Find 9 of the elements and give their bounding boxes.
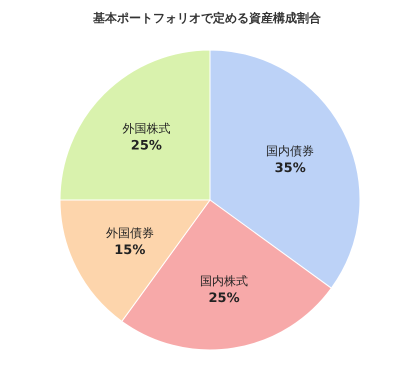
data-label: 15% <box>114 242 146 258</box>
data-label: 35% <box>274 161 306 176</box>
data-label: 25% <box>208 290 240 306</box>
slice-label: 国内株式 <box>200 274 248 288</box>
slice-label: 外国債券 <box>106 226 154 240</box>
chart-title: 基本ポートフォリオで定める資産構成割合 <box>92 11 322 25</box>
slice-label: 外国株式 <box>122 121 170 136</box>
slice-label: 国内債券 <box>266 144 314 158</box>
data-label: 25% <box>130 138 162 154</box>
